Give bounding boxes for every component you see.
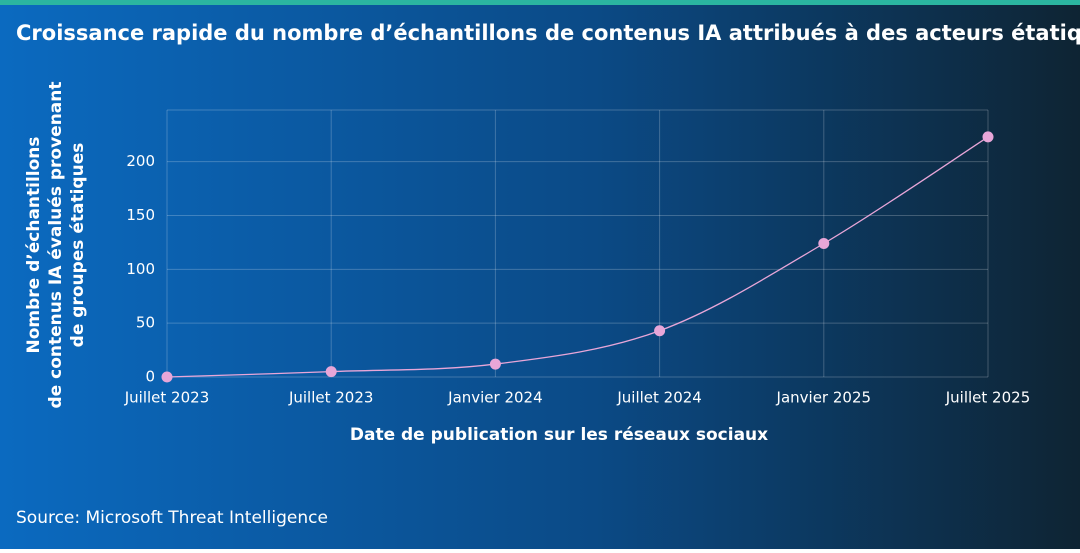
x-tick-label: Juillet 2023 [124, 389, 210, 407]
y-axis-label-line: de groupes étatiques [68, 143, 88, 348]
y-tick-label: 100 [126, 260, 155, 278]
point [489, 358, 501, 370]
x-tick-label: Janvier 2025 [776, 389, 872, 407]
y-tick-label: 50 [136, 314, 155, 332]
y-axis-label: Nombre d’échantillons de contenus IA éva… [24, 81, 88, 408]
x-tick-label: Janvier 2024 [447, 389, 543, 407]
x-tick-label: Juillet 2023 [288, 389, 374, 407]
y-axis-label-line: Nombre d’échantillons [24, 136, 44, 353]
point [818, 238, 830, 249]
top-stripe [0, 0, 1080, 5]
point [161, 371, 173, 383]
point [654, 325, 666, 337]
line [166, 136, 989, 378]
y-axis-label-line: de contenus IA évalués provenant [46, 81, 66, 408]
chart-title: Croissance rapide du nombre d’échantillo… [16, 21, 1080, 45]
x-axis-label: Date de publication sur les réseaux soci… [350, 425, 768, 445]
point [982, 131, 994, 143]
source: Source: Microsoft Threat Intelligence [16, 508, 328, 528]
y-tick-label: 0 [145, 368, 155, 386]
x-tick-label: Juillet 2024 [616, 389, 702, 407]
point [325, 366, 337, 378]
x-tick-label: Juillet 2025 [945, 389, 1031, 407]
y-tick-label: 200 [126, 152, 155, 170]
y-tick-label: 150 [126, 206, 155, 224]
